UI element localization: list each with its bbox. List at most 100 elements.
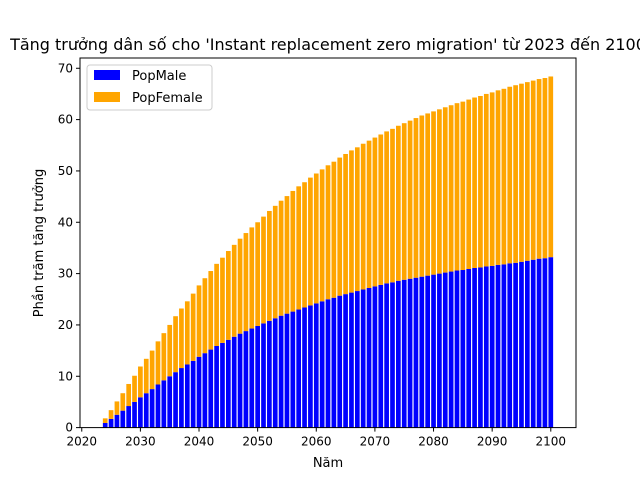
bar-popmale-2078 [419,276,425,428]
legend-swatch-popfemale [94,92,120,102]
bar-popfemale-2089 [483,93,489,267]
bar-popmale-2089 [483,266,489,428]
bar-popfemale-2093 [507,86,513,264]
bar-popmale-2073 [390,282,395,428]
bar-popmale-2037 [179,368,184,428]
bar-popmale-2048 [243,331,249,428]
bar-popmale-2091 [495,264,501,428]
bar-popmale-2080 [431,274,436,428]
x-axis-label: Năm [313,456,343,471]
bar-popfemale-2048 [243,233,249,332]
bar-popfemale-2063 [331,161,337,298]
bar-popmale-2058 [302,307,307,428]
bar-popmale-2075 [401,279,407,428]
bar-popmale-2065 [343,294,348,428]
bar-popmale-2100 [548,257,554,428]
bar-popmale-2079 [425,275,431,428]
bar-popfemale-2027 [120,393,126,411]
bar-popmale-2097 [530,259,536,428]
legend: PopMale PopFemale [86,64,213,111]
bar-popfemale-2078 [419,115,425,277]
bar-popmale-2090 [489,265,495,428]
bar-popmale-2088 [478,267,483,428]
bar-popfemale-2050 [255,222,260,326]
bar-popfemale-2059 [308,177,313,306]
bar-popmale-2049 [249,328,255,428]
bar-popmale-2094 [513,262,518,428]
bar-popmale-2082 [442,272,448,428]
bar-popfemale-2025 [108,410,114,419]
bar-popfemale-2081 [437,109,442,274]
bar-popfemale-2064 [337,157,343,296]
y-tick-label: 0 [65,421,73,435]
bar-popfemale-2043 [214,263,219,346]
bar-popfemale-2035 [167,324,173,377]
bar-popmale-2031 [143,393,149,428]
bar-popfemale-2096 [524,82,530,261]
bar-popfemale-2073 [390,128,395,283]
y-tick-label: 70 [58,61,73,75]
bar-popmale-2099 [542,258,548,428]
bar-popmale-2027 [120,410,126,428]
bar-popmale-2043 [214,345,219,428]
bar-popmale-2029 [132,401,137,428]
y-tick-label: 40 [58,215,73,229]
bar-popfemale-2065 [343,153,348,295]
bar-popfemale-2046 [231,244,237,337]
bar-popfemale-2075 [401,123,407,280]
bar-popfemale-2070 [372,137,378,287]
bar-popmale-2085 [460,270,466,428]
legend-label-popmale: PopMale [132,69,186,84]
bar-popmale-2095 [519,261,524,428]
x-tick-label: 2090 [477,435,508,449]
bar-popfemale-2088 [478,95,483,268]
bar-popmale-2074 [396,280,401,428]
bar-popmale-2077 [413,277,419,428]
bar-popfemale-2054 [278,200,284,316]
x-tick-label: 2030 [125,435,156,449]
bar-popfemale-2091 [495,90,501,265]
bar-popmale-2025 [108,418,114,428]
bar-popmale-2096 [524,260,530,428]
bar-popmale-2068 [360,289,366,428]
bar-popfemale-2058 [302,182,307,308]
bar-popfemale-2038 [184,301,190,365]
bar-popfemale-2087 [472,97,477,268]
x-tick-label: 2050 [242,435,273,449]
bar-popfemale-2053 [272,205,278,319]
bar-popmale-2046 [231,336,237,428]
bar-popmale-2062 [325,299,331,428]
bar-popfemale-2056 [290,190,296,312]
x-tick-label: 2040 [184,435,215,449]
bar-popmale-2056 [290,311,296,428]
bar-popmale-2036 [173,372,178,428]
bar-popmale-2081 [437,273,442,428]
bar-popfemale-2066 [349,150,354,293]
bar-popfemale-2049 [249,227,255,329]
bar-popfemale-2068 [360,143,366,290]
bar-popfemale-2026 [114,401,120,415]
bar-popmale-2038 [184,364,190,428]
bar-popfemale-2052 [267,210,272,321]
bar-popfemale-2051 [261,216,266,324]
bar-popmale-2087 [472,267,477,428]
x-tick-label: 2070 [360,435,391,449]
y-axis-ticks: 0 10 20 30 40 50 60 70 [58,61,80,435]
bar-popmale-2042 [208,349,214,428]
bar-popfemale-2045 [225,251,231,340]
bar-popmale-2040 [196,356,202,428]
x-tick-label: 2060 [301,435,332,449]
bar-popfemale-2080 [431,111,436,275]
bar-popmale-2052 [267,320,272,428]
bar-popfemale-2036 [173,316,178,373]
bar-popmale-2064 [337,295,343,428]
bar-popmale-2047 [237,333,243,428]
bar-popmale-2041 [202,353,208,428]
chart-title: Tăng trưởng dân số cho 'Instant replacem… [9,35,640,54]
bar-popfemale-2079 [425,113,431,276]
bar-popfemale-2057 [296,186,302,310]
bar-popmale-2067 [354,291,360,428]
bar-popfemale-2044 [220,257,225,343]
bar-popfemale-2033 [155,341,161,385]
bar-popmale-2034 [161,380,167,428]
